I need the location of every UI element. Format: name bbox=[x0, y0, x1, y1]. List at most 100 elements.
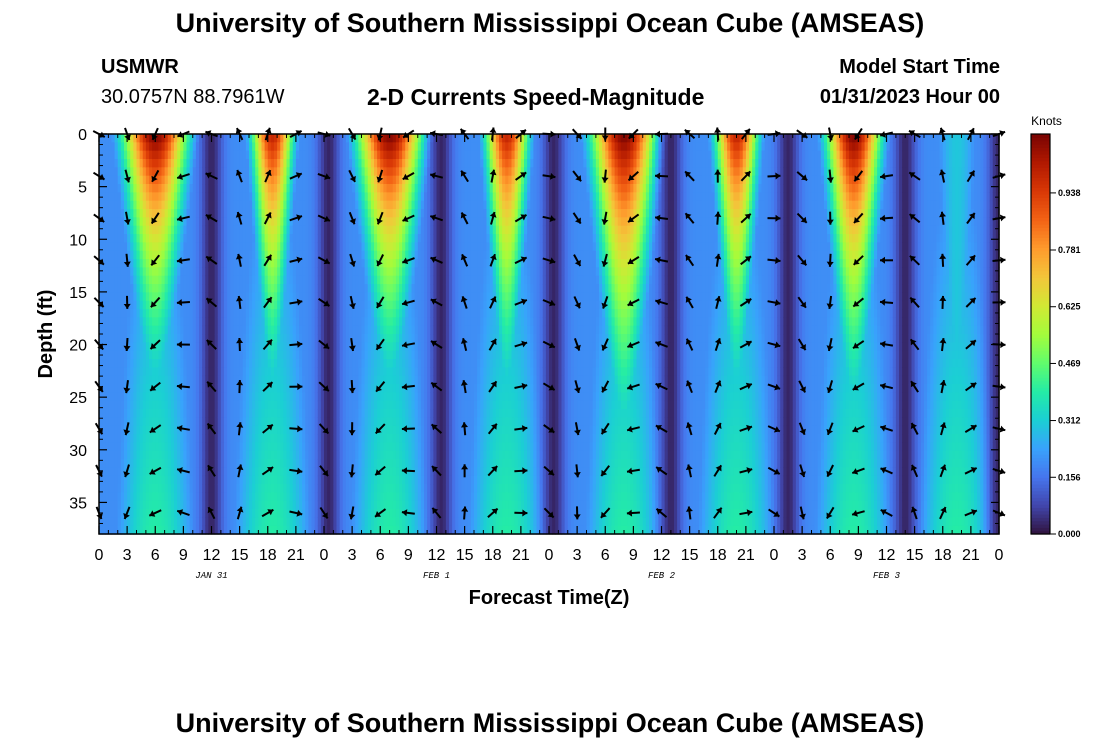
heatmap-cell bbox=[420, 275, 425, 285]
heatmap-cell bbox=[130, 142, 134, 152]
heatmap-cell bbox=[205, 442, 209, 452]
heatmap-cell bbox=[299, 425, 303, 435]
heatmap-cell bbox=[136, 284, 141, 293]
heatmap-cell bbox=[405, 267, 409, 277]
heatmap-cell bbox=[345, 184, 350, 193]
heatmap-cell bbox=[199, 409, 203, 418]
heatmap-cell bbox=[139, 175, 144, 185]
heatmap-cell bbox=[314, 392, 319, 402]
heatmap-cell bbox=[186, 509, 191, 518]
heatmap-cell bbox=[124, 309, 128, 318]
heatmap-cell bbox=[255, 442, 259, 452]
heatmap-cell bbox=[292, 300, 297, 310]
heatmap-cell bbox=[239, 442, 244, 452]
heatmap-cell bbox=[136, 309, 141, 318]
heatmap-cell bbox=[220, 484, 225, 493]
heatmap-cell bbox=[136, 367, 141, 377]
heatmap-cell bbox=[267, 200, 272, 210]
heatmap-cell bbox=[249, 225, 253, 235]
heatmap-cell bbox=[217, 234, 222, 243]
heatmap-cell bbox=[392, 192, 397, 202]
heatmap-cell bbox=[236, 309, 241, 318]
heatmap-cell bbox=[283, 284, 288, 293]
heatmap-cell bbox=[195, 167, 200, 177]
heatmap-cell bbox=[205, 150, 209, 160]
heatmap-cell bbox=[417, 500, 422, 510]
heatmap-cell bbox=[320, 250, 325, 260]
heatmap-cell bbox=[161, 325, 166, 335]
heatmap-cell bbox=[411, 325, 416, 335]
heatmap-cell bbox=[114, 275, 119, 285]
heatmap-cell bbox=[161, 425, 166, 435]
heatmap-cell bbox=[277, 392, 281, 402]
heatmap-cell bbox=[183, 225, 188, 235]
heatmap-cell bbox=[399, 175, 403, 185]
heatmap-cell bbox=[414, 184, 419, 193]
heatmap-cell bbox=[139, 300, 144, 310]
heatmap-cell bbox=[161, 442, 166, 452]
heatmap-cell bbox=[267, 350, 272, 360]
heatmap-cell bbox=[108, 342, 113, 352]
heatmap-cell bbox=[180, 317, 184, 327]
heatmap-cell bbox=[164, 442, 169, 452]
heatmap-cell bbox=[383, 417, 388, 427]
heatmap-cell bbox=[133, 442, 138, 452]
heatmap-cell bbox=[370, 459, 375, 468]
heatmap-cell bbox=[161, 250, 166, 260]
heatmap-cell bbox=[327, 217, 331, 227]
heatmap-cell bbox=[99, 334, 103, 343]
heatmap-cell bbox=[133, 434, 138, 443]
heatmap-cell bbox=[220, 325, 225, 335]
heatmap-cell bbox=[180, 267, 184, 277]
heatmap-cell bbox=[327, 184, 331, 193]
heatmap-cell bbox=[374, 284, 378, 293]
heatmap-cell bbox=[139, 267, 144, 277]
heatmap-cell bbox=[202, 459, 206, 468]
heatmap-cell bbox=[183, 250, 188, 260]
heatmap-cell bbox=[180, 375, 184, 385]
heatmap-cell bbox=[355, 425, 359, 435]
heatmap-cell bbox=[224, 159, 228, 168]
heatmap-cell bbox=[411, 434, 416, 443]
heatmap-cell bbox=[277, 492, 281, 502]
heatmap-cell bbox=[289, 159, 294, 168]
heatmap-cell bbox=[208, 417, 213, 427]
heatmap-cell bbox=[358, 142, 363, 152]
heatmap-cell bbox=[130, 509, 134, 518]
heatmap-cell bbox=[152, 450, 156, 460]
heatmap-cell bbox=[295, 517, 300, 527]
heatmap-cell bbox=[314, 450, 319, 460]
heatmap-cell bbox=[295, 150, 300, 160]
heatmap-cell bbox=[399, 500, 403, 510]
heatmap-cell bbox=[349, 350, 353, 360]
heatmap-cell bbox=[399, 525, 403, 535]
heatmap-cell bbox=[420, 300, 425, 310]
heatmap-cell bbox=[186, 434, 191, 443]
heatmap-cell bbox=[208, 167, 213, 177]
heatmap-cell bbox=[167, 525, 172, 535]
heatmap-cell bbox=[249, 492, 253, 502]
heatmap-cell bbox=[317, 500, 322, 510]
heatmap-cell bbox=[202, 300, 206, 310]
heatmap-cell bbox=[274, 409, 278, 418]
heatmap-cell bbox=[199, 442, 203, 452]
heatmap-cell bbox=[120, 375, 125, 385]
heatmap-cell bbox=[211, 175, 216, 185]
heatmap-cell bbox=[367, 159, 372, 168]
heatmap-cell bbox=[414, 475, 419, 485]
heatmap-cell bbox=[255, 467, 259, 477]
heatmap-cell bbox=[364, 375, 369, 385]
heatmap-cell bbox=[136, 342, 141, 352]
heatmap-cell bbox=[167, 242, 172, 252]
heatmap-cell bbox=[142, 317, 147, 327]
heatmap-cell bbox=[224, 317, 228, 327]
heatmap-cell bbox=[314, 142, 319, 152]
heatmap-cell bbox=[320, 284, 325, 293]
heatmap-cell bbox=[242, 392, 247, 402]
heatmap-cell bbox=[302, 467, 306, 477]
heatmap-cell bbox=[164, 217, 169, 227]
heatmap-cell bbox=[333, 450, 338, 460]
heatmap-cell bbox=[333, 342, 338, 352]
heatmap-cell bbox=[330, 509, 334, 518]
heatmap-cell bbox=[314, 192, 319, 202]
